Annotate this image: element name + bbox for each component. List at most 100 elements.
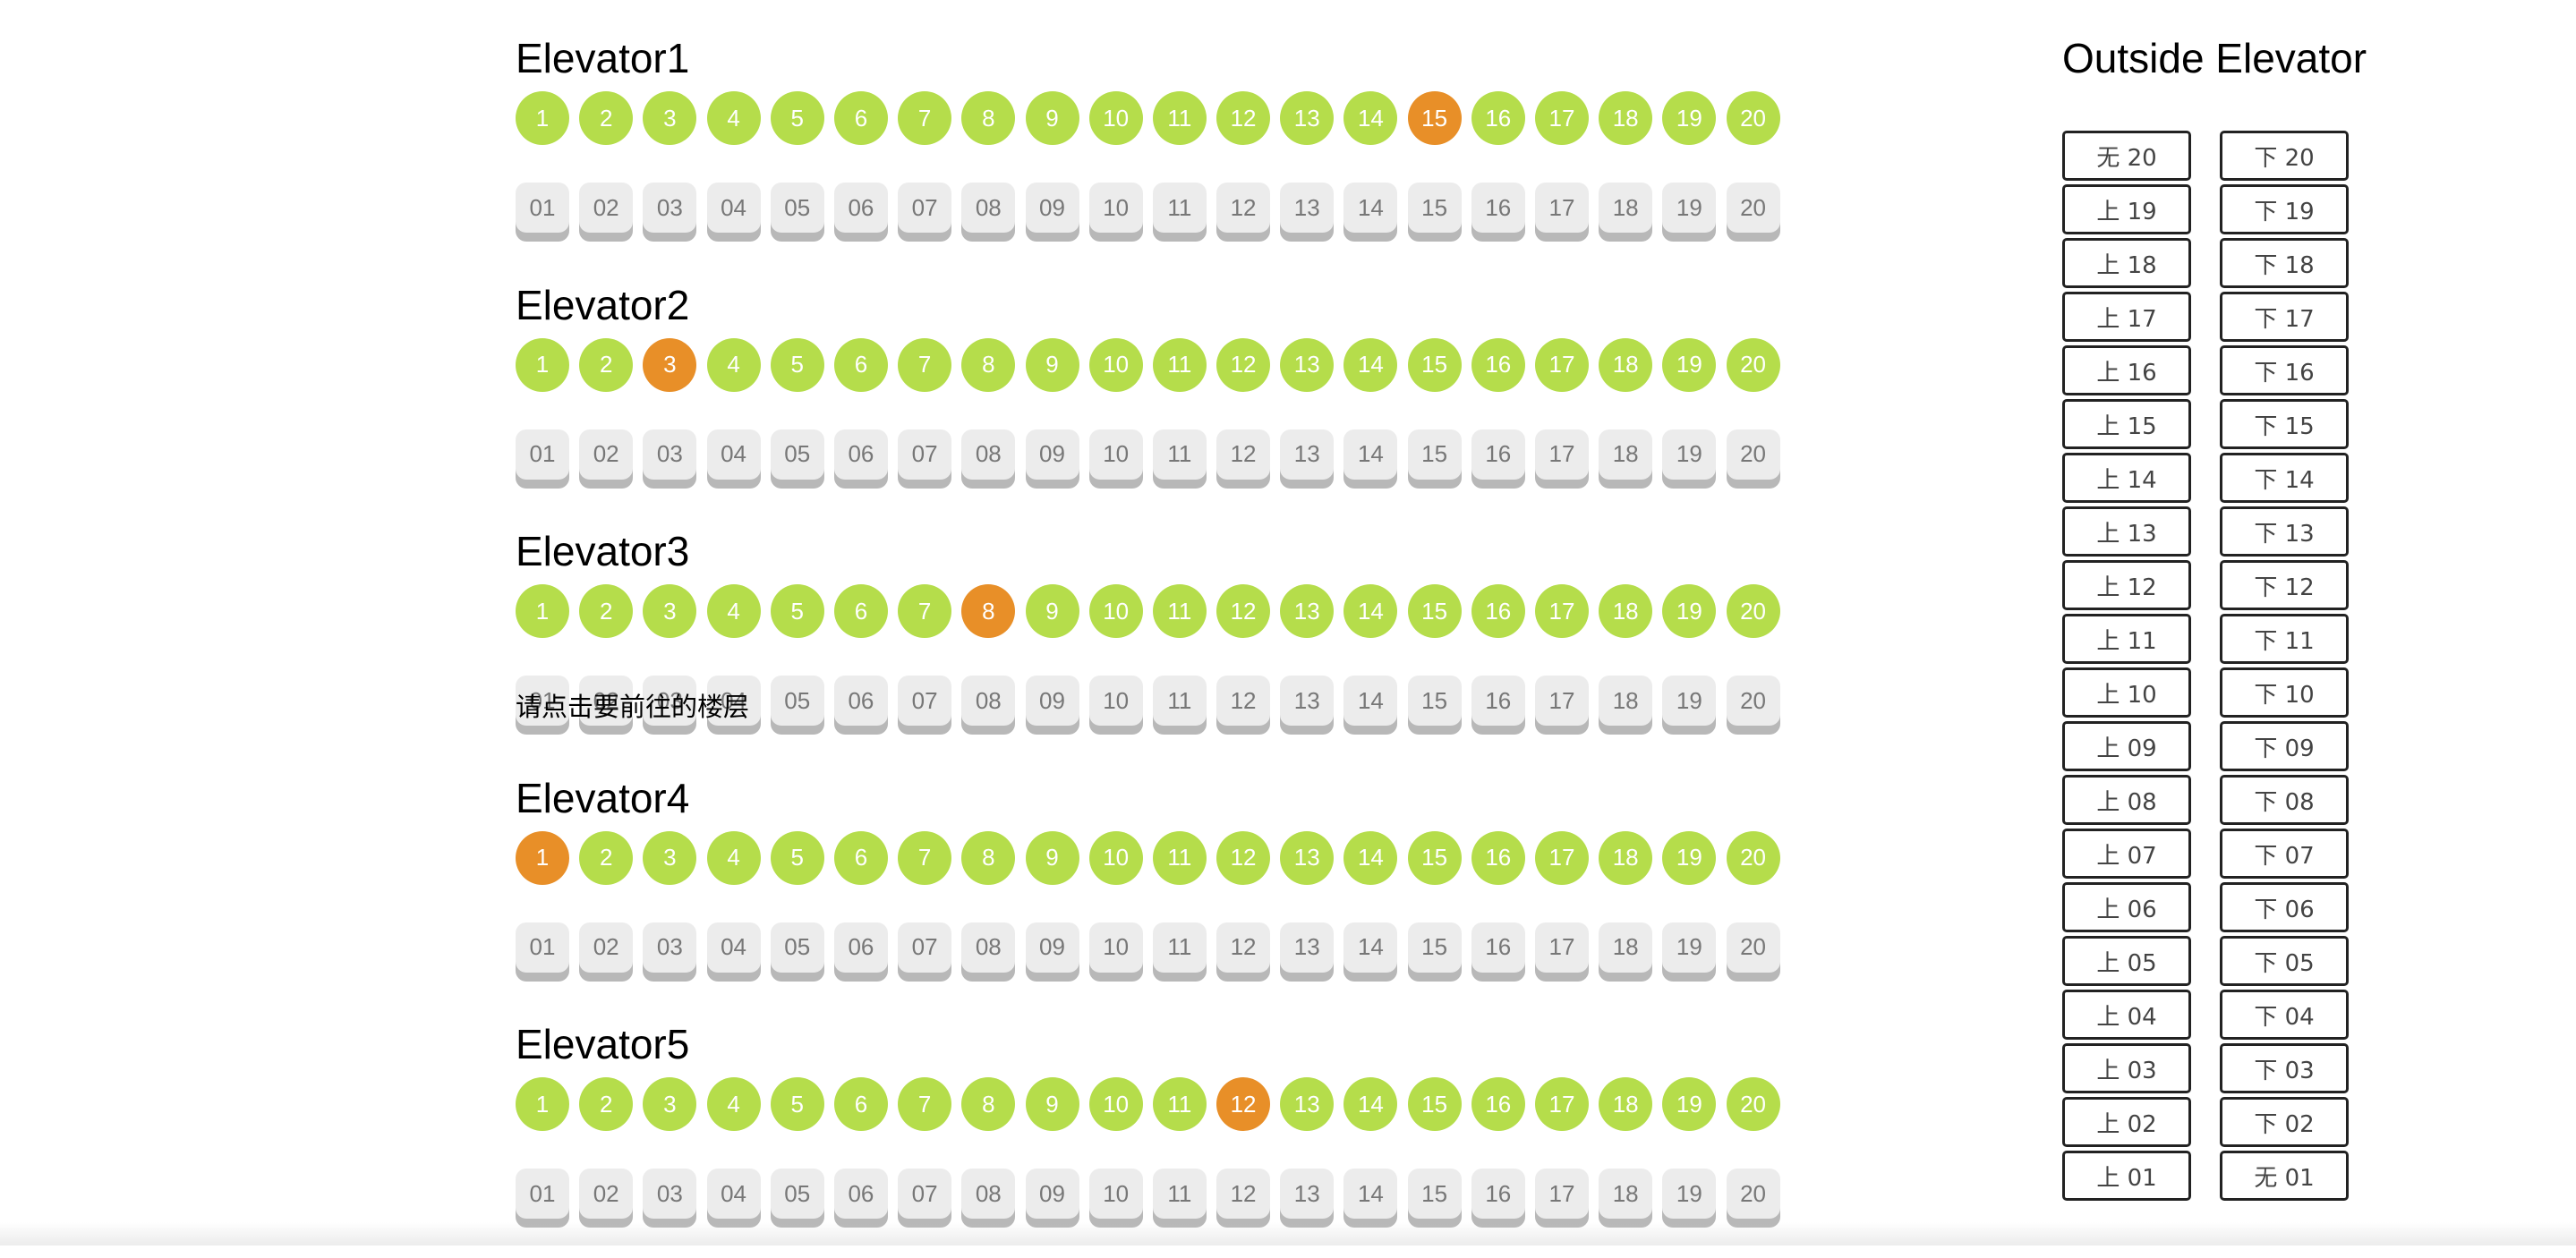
floor-button[interactable]: 20 — [1726, 429, 1780, 480]
floor-button[interactable]: 08 — [961, 1169, 1016, 1219]
floor-button[interactable]: 09 — [1025, 1169, 1079, 1219]
down-call-button[interactable]: 下 03 — [2220, 1043, 2349, 1093]
floor-button[interactable]: 05 — [770, 676, 824, 726]
floor-button[interactable]: 14 — [1343, 183, 1398, 233]
floor-button[interactable]: 11 — [1152, 1169, 1207, 1219]
down-call-button[interactable]: 下 09 — [2220, 721, 2349, 771]
floor-button[interactable]: 16 — [1471, 429, 1525, 480]
down-call-button[interactable]: 下 04 — [2220, 990, 2349, 1040]
floor-button[interactable]: 12 — [1216, 676, 1271, 726]
up-call-button[interactable]: 上 10 — [2062, 667, 2191, 718]
floor-button[interactable]: 09 — [1025, 429, 1079, 480]
floor-button[interactable]: 10 — [1088, 429, 1143, 480]
floor-button[interactable]: 07 — [898, 922, 952, 973]
floor-button[interactable]: 18 — [1599, 429, 1653, 480]
floor-button[interactable]: 03 — [643, 429, 697, 480]
up-call-button[interactable]: 上 04 — [2062, 990, 2191, 1040]
floor-button[interactable]: 11 — [1152, 183, 1207, 233]
down-call-button[interactable]: 下 07 — [2220, 829, 2349, 879]
floor-button[interactable]: 04 — [706, 922, 761, 973]
down-call-button[interactable]: 下 06 — [2220, 882, 2349, 932]
down-call-button[interactable]: 下 17 — [2220, 292, 2349, 342]
floor-button[interactable]: 04 — [706, 429, 761, 480]
floor-button[interactable]: 19 — [1662, 1169, 1717, 1219]
floor-button[interactable]: 04 — [706, 183, 761, 233]
down-call-button[interactable]: 下 12 — [2220, 560, 2349, 610]
floor-button[interactable]: 15 — [1407, 429, 1462, 480]
up-call-button[interactable]: 上 14 — [2062, 453, 2191, 503]
floor-button[interactable]: 14 — [1343, 429, 1398, 480]
floor-button[interactable]: 18 — [1599, 922, 1653, 973]
down-call-button[interactable]: 下 02 — [2220, 1097, 2349, 1147]
up-call-button[interactable]: 上 02 — [2062, 1097, 2191, 1147]
floor-button[interactable]: 09 — [1025, 676, 1079, 726]
floor-button[interactable]: 04 — [706, 676, 761, 726]
floor-button[interactable]: 09 — [1025, 183, 1079, 233]
floor-button[interactable]: 20 — [1726, 922, 1780, 973]
floor-button[interactable]: 10 — [1088, 676, 1143, 726]
floor-button[interactable]: 18 — [1599, 676, 1653, 726]
floor-button[interactable]: 16 — [1471, 183, 1525, 233]
floor-button[interactable]: 11 — [1152, 429, 1207, 480]
floor-button[interactable]: 15 — [1407, 676, 1462, 726]
floor-button[interactable]: 19 — [1662, 183, 1717, 233]
floor-button[interactable]: 08 — [961, 429, 1016, 480]
up-call-button[interactable]: 上 17 — [2062, 292, 2191, 342]
floor-button[interactable]: 13 — [1280, 922, 1335, 973]
up-call-button[interactable]: 上 05 — [2062, 936, 2191, 986]
up-call-button[interactable]: 上 03 — [2062, 1043, 2191, 1093]
floor-button[interactable]: 12 — [1216, 1169, 1271, 1219]
up-call-button[interactable]: 上 07 — [2062, 829, 2191, 879]
floor-button[interactable]: 07 — [898, 676, 952, 726]
floor-button[interactable]: 06 — [833, 429, 888, 480]
floor-button[interactable]: 11 — [1152, 676, 1207, 726]
floor-button[interactable]: 14 — [1343, 922, 1398, 973]
up-call-button[interactable]: 上 18 — [2062, 238, 2191, 288]
floor-button[interactable]: 05 — [770, 429, 824, 480]
floor-button[interactable]: 10 — [1088, 1169, 1143, 1219]
floor-button[interactable]: 17 — [1535, 183, 1589, 233]
floor-button[interactable]: 11 — [1152, 922, 1207, 973]
up-call-button[interactable]: 上 09 — [2062, 721, 2191, 771]
down-call-button[interactable]: 下 15 — [2220, 399, 2349, 449]
down-call-button[interactable]: 下 11 — [2220, 614, 2349, 664]
up-call-button[interactable]: 上 15 — [2062, 399, 2191, 449]
floor-button[interactable]: 17 — [1535, 922, 1589, 973]
floor-button[interactable]: 19 — [1662, 922, 1717, 973]
floor-button[interactable]: 20 — [1726, 1169, 1780, 1219]
floor-button[interactable]: 13 — [1280, 676, 1335, 726]
floor-button[interactable]: 06 — [833, 1169, 888, 1219]
floor-button[interactable]: 02 — [579, 1169, 634, 1219]
floor-button[interactable]: 01 — [516, 1169, 569, 1219]
up-call-button[interactable]: 上 19 — [2062, 184, 2191, 234]
floor-button[interactable]: 07 — [898, 183, 952, 233]
floor-button[interactable]: 07 — [898, 1169, 952, 1219]
floor-button[interactable]: 14 — [1343, 1169, 1398, 1219]
floor-button[interactable]: 12 — [1216, 922, 1271, 973]
floor-button[interactable]: 19 — [1662, 676, 1717, 726]
floor-button[interactable]: 08 — [961, 922, 1016, 973]
floor-button[interactable]: 02 — [579, 429, 634, 480]
floor-button[interactable]: 06 — [833, 922, 888, 973]
floor-button[interactable]: 04 — [706, 1169, 761, 1219]
floor-button[interactable]: 03 — [643, 183, 697, 233]
floor-button[interactable]: 17 — [1535, 676, 1589, 726]
down-call-button[interactable]: 下 19 — [2220, 184, 2349, 234]
floor-button[interactable]: 03 — [643, 922, 697, 973]
up-call-button[interactable]: 上 08 — [2062, 775, 2191, 825]
floor-button[interactable]: 09 — [1025, 922, 1079, 973]
down-call-button[interactable]: 下 13 — [2220, 506, 2349, 557]
floor-button[interactable]: 17 — [1535, 429, 1589, 480]
floor-button[interactable]: 12 — [1216, 429, 1271, 480]
floor-button[interactable]: 16 — [1471, 922, 1525, 973]
up-call-button[interactable]: 上 16 — [2062, 345, 2191, 395]
floor-button[interactable]: 16 — [1471, 1169, 1525, 1219]
down-call-button[interactable]: 下 20 — [2220, 131, 2349, 181]
down-call-button[interactable]: 无 01 — [2220, 1151, 2349, 1201]
floor-button[interactable]: 08 — [961, 183, 1016, 233]
floor-button[interactable]: 01 — [516, 183, 569, 233]
up-call-button[interactable]: 上 13 — [2062, 506, 2191, 557]
up-call-button[interactable]: 上 01 — [2062, 1151, 2191, 1201]
floor-button[interactable]: 03 — [643, 676, 697, 726]
floor-button[interactable]: 10 — [1088, 922, 1143, 973]
